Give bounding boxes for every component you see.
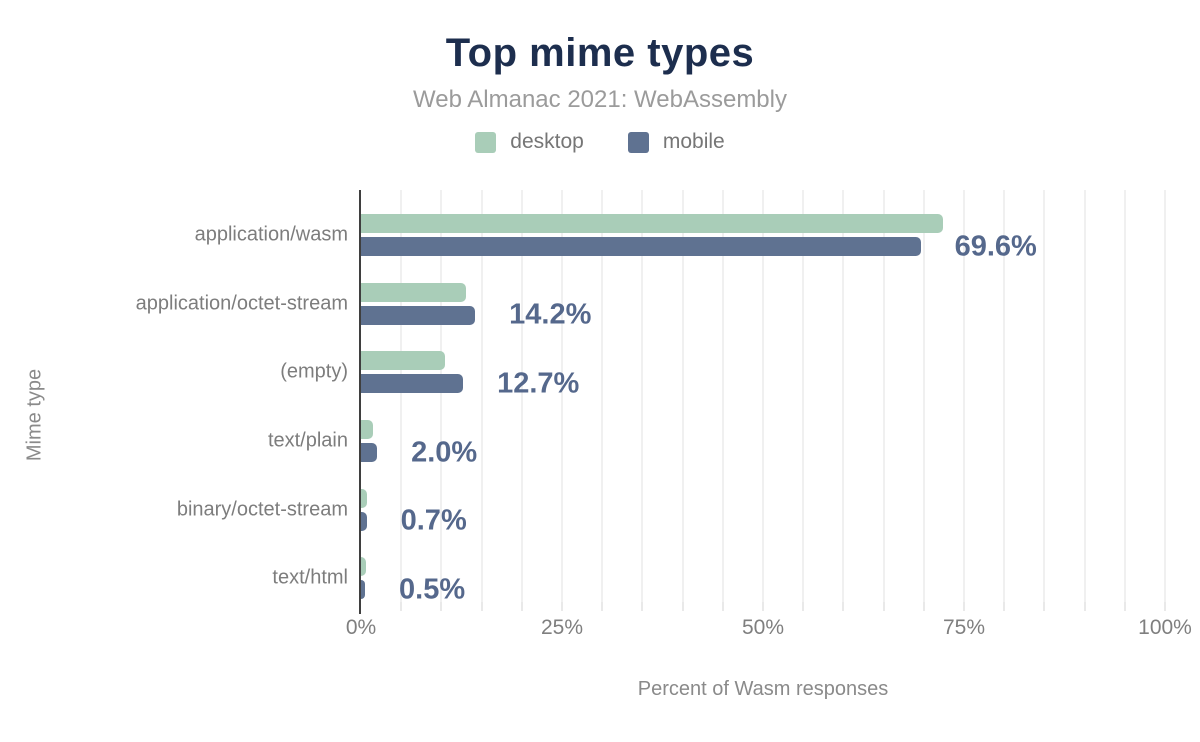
category-label: text/html: [272, 566, 348, 589]
x-axis-tick: [842, 602, 845, 611]
x-axis-tick: [1123, 602, 1126, 611]
x-axis-tick: [400, 602, 403, 611]
desktop-bar: [361, 557, 366, 577]
gridline: [802, 190, 805, 602]
x-axis-tick: [721, 602, 724, 611]
legend-item-desktop: desktop: [475, 130, 584, 154]
x-axis-tick: [1083, 602, 1086, 611]
x-axis-tick: [1003, 602, 1006, 611]
x-axis-tick: [762, 602, 764, 611]
chart-legend: desktop mobile: [0, 130, 1200, 154]
x-axis-tick: [480, 602, 483, 611]
chart-subtitle: Web Almanac 2021: WebAssembly: [413, 86, 787, 113]
gridline: [1043, 190, 1046, 602]
category-label: (empty): [280, 360, 348, 383]
x-axis-tick: [1043, 602, 1046, 611]
value-label: 2.0%: [411, 436, 478, 468]
desktop-bar: [361, 214, 944, 233]
gridline: [561, 190, 563, 602]
x-tick-label: 0%: [345, 616, 377, 639]
x-axis-tick: [561, 602, 563, 611]
chart-title: Top mime types: [445, 31, 755, 75]
x-axis-tick: [601, 602, 604, 611]
gridline: [1164, 190, 1166, 602]
value-label: 12.7%: [497, 367, 580, 400]
mobile-bar: [361, 374, 464, 394]
gridline: [480, 190, 483, 602]
gridline: [1083, 190, 1086, 602]
gridline: [681, 190, 684, 602]
desktop-bar: [361, 420, 374, 439]
gridline: [762, 190, 764, 602]
x-axis-tick: [922, 602, 925, 611]
y-axis-line: [359, 190, 361, 614]
gridline: [842, 190, 845, 602]
x-axis-tick: [440, 602, 443, 611]
gridline: [721, 190, 724, 602]
gridline: [400, 190, 403, 602]
gridline: [922, 190, 925, 602]
x-axis-title: Percent of Wasm responses: [637, 678, 889, 700]
legend-item-mobile: mobile: [627, 130, 725, 154]
desktop-bar: [361, 282, 467, 302]
x-tick-label: 75%: [942, 616, 986, 639]
value-label: 0.5%: [399, 573, 466, 606]
gridline: [601, 190, 604, 602]
x-axis-tick: [520, 602, 523, 611]
value-label: 14.2%: [509, 298, 592, 331]
mobile-bar: [361, 237, 921, 256]
mobile-swatch-icon: [627, 131, 649, 153]
category-label: application/octet-stream: [135, 292, 348, 315]
x-axis-tick: [963, 602, 965, 611]
mobile-bar: [361, 511, 367, 531]
desktop-bar: [361, 488, 368, 508]
gridline: [641, 190, 644, 602]
value-label: 69.6%: [954, 230, 1037, 262]
gridline: [1123, 190, 1126, 602]
legend-label-desktop: desktop: [510, 130, 584, 153]
x-axis-tick: [802, 602, 805, 611]
x-tick-label: 25%: [540, 616, 584, 639]
gridline: [1003, 190, 1006, 602]
x-axis-tick: [882, 602, 885, 611]
category-label: binary/octet-stream: [176, 498, 348, 521]
desktop-bar: [361, 351, 446, 371]
mobile-bar: [361, 580, 366, 600]
chart-header: Top mime types Web Almanac 2021: WebAsse…: [0, 0, 1200, 154]
gridline: [440, 190, 443, 602]
legend-label-mobile: mobile: [662, 130, 725, 153]
value-label: 0.7%: [400, 504, 467, 537]
gridline: [520, 190, 523, 602]
x-tick-label: 50%: [741, 616, 785, 639]
x-axis-tick: [681, 602, 684, 611]
x-tick-label: 100%: [1138, 616, 1192, 639]
x-axis-tick: [641, 602, 644, 611]
gridline: [882, 190, 885, 602]
mobile-bar: [361, 443, 378, 462]
gridline: [963, 190, 965, 602]
category-label: application/wasm: [194, 223, 348, 246]
desktop-swatch-icon: [475, 131, 497, 153]
category-label: text/plain: [267, 429, 348, 452]
mobile-bar: [361, 305, 476, 325]
x-axis-tick: [1164, 602, 1166, 611]
